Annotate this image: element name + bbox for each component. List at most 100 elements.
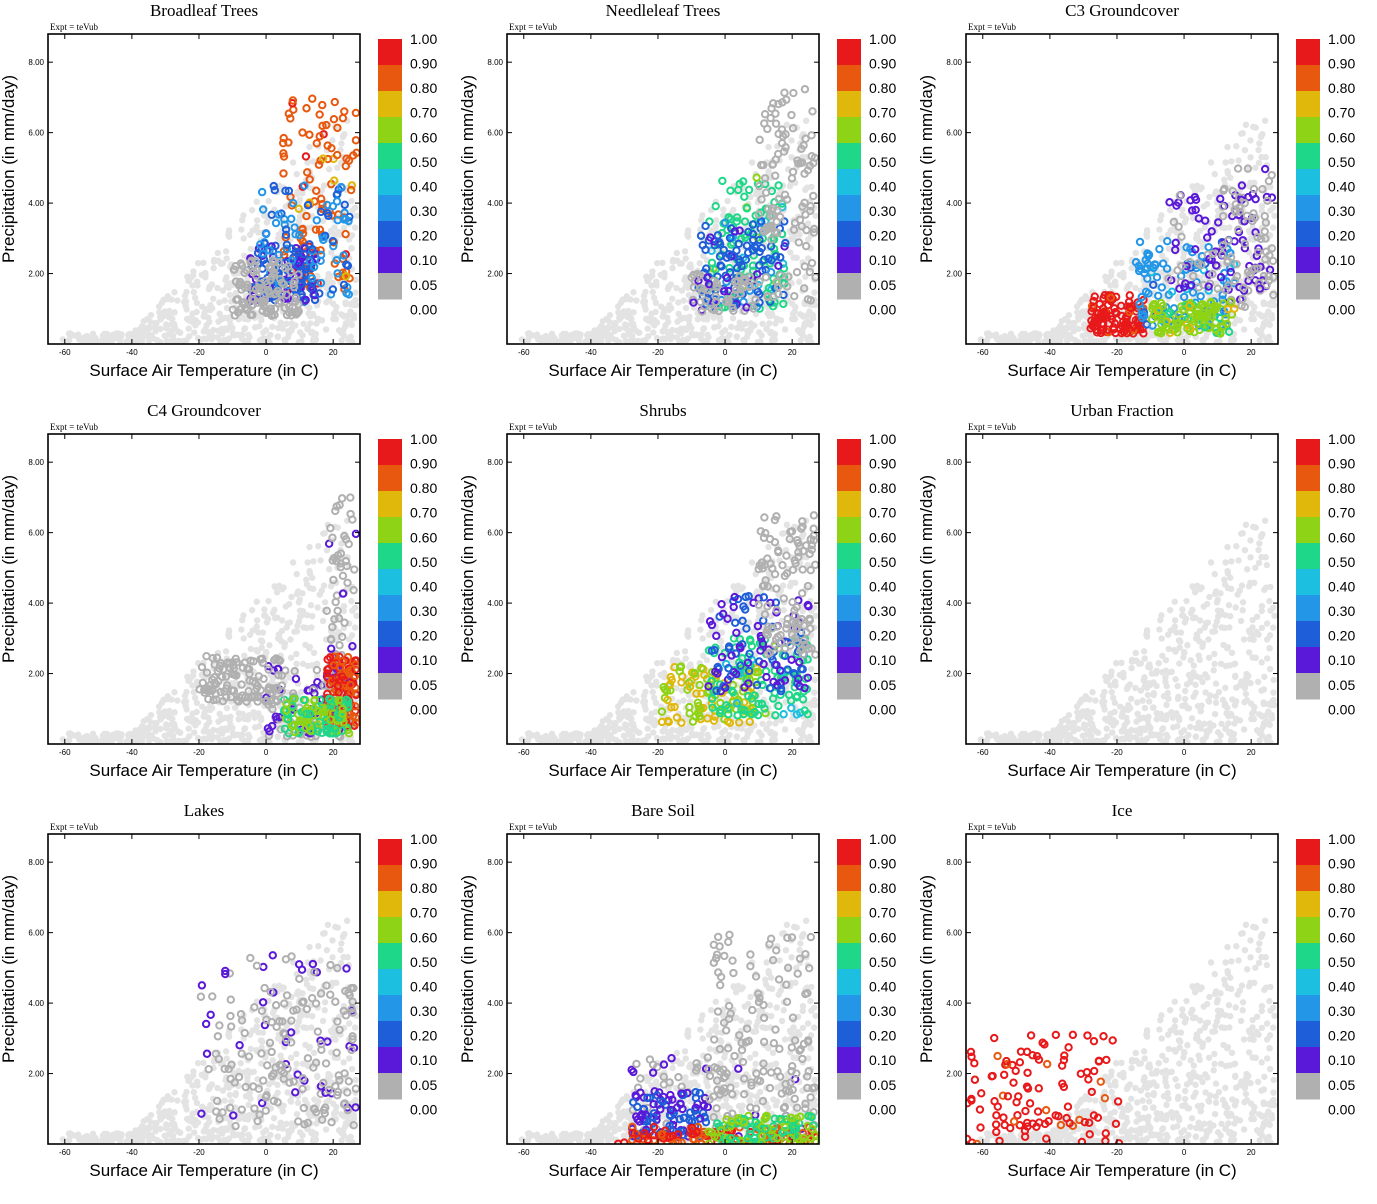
background-point xyxy=(125,732,131,738)
data-point xyxy=(1250,210,1256,216)
data-point xyxy=(776,196,782,202)
background-point xyxy=(787,183,793,189)
colorbar: 1.000.900.800.700.600.500.400.300.200.10… xyxy=(1296,31,1355,317)
background-point xyxy=(75,731,81,737)
background-point xyxy=(341,603,347,609)
background-point xyxy=(1226,224,1232,230)
colorbar-label: 0.40 xyxy=(1328,178,1355,194)
data-point xyxy=(291,224,297,230)
background-point xyxy=(326,566,332,572)
background-point xyxy=(214,285,220,291)
colorbar-label: 0.90 xyxy=(410,456,437,472)
background-point xyxy=(276,231,282,237)
background-point xyxy=(1088,335,1094,341)
x-tick-label: 20 xyxy=(329,748,338,757)
background-point xyxy=(788,137,794,143)
y-tick-label: 6.00 xyxy=(487,129,503,138)
background-point xyxy=(294,591,300,597)
data-point xyxy=(332,99,338,105)
colorbar-segment xyxy=(378,439,402,466)
background-point xyxy=(300,321,306,327)
background-point xyxy=(998,337,1004,343)
background-point xyxy=(255,629,261,635)
data-point xyxy=(314,217,320,223)
background-point xyxy=(742,321,748,327)
data-point xyxy=(332,515,338,521)
background-point xyxy=(805,236,811,242)
data-point xyxy=(288,216,294,222)
colorbar-label: 0.05 xyxy=(410,277,437,293)
background-point xyxy=(206,333,212,339)
colorbar-segment xyxy=(837,143,861,170)
data-point xyxy=(747,283,753,289)
background-point xyxy=(1206,194,1212,200)
background-point xyxy=(306,544,312,550)
data-point xyxy=(279,682,285,688)
data-point xyxy=(741,194,747,200)
data-point xyxy=(756,137,762,143)
background-point xyxy=(1194,231,1200,237)
background-point xyxy=(685,335,691,341)
y-tick-label: 4.00 xyxy=(28,599,44,608)
background-point xyxy=(1247,154,1253,160)
x-tick-label: 20 xyxy=(788,348,797,357)
background-point xyxy=(275,334,281,340)
background-point xyxy=(219,715,225,721)
data-point xyxy=(1156,246,1162,252)
background-point xyxy=(1077,300,1083,306)
background-point xyxy=(240,711,246,717)
data-point xyxy=(330,286,336,292)
background-point xyxy=(1166,246,1172,252)
background-point xyxy=(730,315,736,321)
colorbar-label: 0.80 xyxy=(410,480,437,496)
data-point xyxy=(801,171,807,177)
colorbar-segment xyxy=(837,221,861,248)
colorbar-label: 0.90 xyxy=(410,56,437,72)
colorbar-segment xyxy=(837,117,861,144)
data-point xyxy=(1166,199,1172,205)
colorbar-label: 0.70 xyxy=(410,105,437,121)
y-tick-label: 6.00 xyxy=(28,129,44,138)
background-point xyxy=(276,631,282,637)
background-point xyxy=(810,315,816,321)
data-point xyxy=(258,687,264,693)
data-point xyxy=(334,192,340,198)
background-point xyxy=(654,260,660,266)
colorbar-segment xyxy=(378,143,402,170)
background-point xyxy=(352,297,358,303)
background-point xyxy=(669,296,675,302)
colorbar-segment xyxy=(1296,143,1320,170)
colorbar-label: 0.60 xyxy=(1328,129,1355,145)
background-point xyxy=(170,335,176,341)
background-point xyxy=(633,297,639,303)
background-point xyxy=(726,332,732,338)
background-point xyxy=(765,144,771,150)
data-point xyxy=(336,642,342,648)
y-tick-label: 4.00 xyxy=(28,199,44,208)
background-point xyxy=(183,703,189,709)
data-point xyxy=(762,111,768,117)
background-point xyxy=(1051,331,1057,337)
data-point xyxy=(267,264,273,270)
colorbar-label: 0.05 xyxy=(410,677,437,693)
y-tick-label: 4.00 xyxy=(946,199,962,208)
data-point xyxy=(784,196,790,202)
background-point xyxy=(697,626,703,632)
background-point xyxy=(294,171,300,177)
background-point xyxy=(1132,285,1138,291)
background-point xyxy=(220,726,226,732)
background-point xyxy=(271,583,277,589)
background-point xyxy=(254,648,260,654)
data-point xyxy=(313,188,319,194)
data-point xyxy=(1262,213,1268,219)
colorbar: 1.000.900.800.700.600.500.400.300.200.10… xyxy=(378,31,437,317)
background-point xyxy=(1262,154,1268,160)
colorbar-segment xyxy=(837,273,861,300)
background-point xyxy=(239,617,245,623)
data-point xyxy=(808,132,814,138)
background-point xyxy=(67,730,73,736)
background-point xyxy=(649,668,655,674)
background-point xyxy=(804,335,810,341)
colorbar-label: 0.10 xyxy=(410,652,437,668)
